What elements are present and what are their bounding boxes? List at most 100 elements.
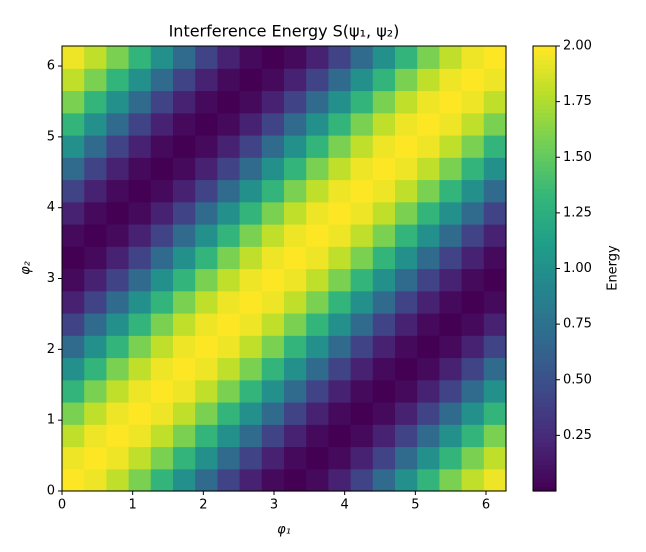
colorbar-segment bbox=[533, 99, 556, 105]
colorbar-tick-label: 0.50 bbox=[563, 372, 592, 387]
x-tick-label: 3 bbox=[270, 498, 278, 513]
heatmap-cell bbox=[106, 379, 130, 403]
heatmap-cell bbox=[261, 402, 285, 425]
heatmap-cell bbox=[150, 246, 174, 270]
heatmap-cell bbox=[350, 135, 374, 158]
colorbar-segment bbox=[533, 246, 556, 252]
heatmap-cell bbox=[350, 224, 374, 247]
heatmap-cell bbox=[417, 246, 440, 270]
heatmap-cell bbox=[62, 357, 85, 381]
heatmap-cell bbox=[239, 157, 263, 181]
heatmap-cell bbox=[128, 157, 152, 181]
colorbar-segment bbox=[533, 50, 556, 56]
heatmap-cell bbox=[372, 268, 396, 292]
y-tick-label: 3 bbox=[47, 271, 55, 286]
heatmap-cell bbox=[328, 313, 352, 336]
heatmap-cell bbox=[483, 224, 507, 247]
heatmap-cell bbox=[417, 268, 440, 292]
heatmap-cell bbox=[173, 179, 196, 203]
heatmap-cell bbox=[150, 290, 174, 314]
heatmap-cell bbox=[62, 402, 85, 425]
heatmap-cell bbox=[128, 246, 152, 270]
x-tick-label: 1 bbox=[129, 498, 137, 513]
heatmap-cell bbox=[395, 157, 418, 181]
heatmap-cell bbox=[306, 179, 329, 203]
heatmap-cell bbox=[128, 268, 152, 292]
heatmap-cell bbox=[195, 446, 218, 470]
heatmap-cell bbox=[84, 157, 107, 181]
heatmap-cell bbox=[395, 179, 418, 203]
colorbar-segment bbox=[533, 175, 556, 181]
heatmap-cell bbox=[173, 112, 196, 136]
heatmap-cell bbox=[195, 313, 218, 336]
heatmap-cell bbox=[84, 335, 107, 359]
heatmap-cell bbox=[128, 68, 152, 92]
heatmap-cell bbox=[128, 357, 152, 381]
heatmap-cell bbox=[483, 313, 507, 336]
heatmap-cell bbox=[150, 90, 174, 114]
colorbar-segment bbox=[533, 446, 556, 452]
heatmap-cell bbox=[439, 68, 463, 92]
colorbar-segment bbox=[533, 344, 556, 350]
y-tick-label: 6 bbox=[47, 59, 55, 74]
heatmap-cell bbox=[261, 112, 285, 136]
heatmap-cell bbox=[350, 290, 374, 314]
colorbar-segment bbox=[533, 103, 556, 109]
heatmap-cell bbox=[395, 90, 418, 114]
heatmap-cell bbox=[261, 446, 285, 470]
heatmap-cell bbox=[350, 90, 374, 114]
x-tick-label: 2 bbox=[199, 498, 207, 513]
heatmap-cell bbox=[439, 402, 463, 425]
y-tick-label: 0 bbox=[47, 484, 55, 499]
heatmap-cell bbox=[417, 179, 440, 203]
heatmap-cell bbox=[417, 157, 440, 181]
colorbar-segment bbox=[533, 166, 556, 172]
heatmap-cell bbox=[417, 135, 440, 158]
heatmap-cell bbox=[239, 135, 263, 158]
heatmap-cell bbox=[328, 446, 352, 470]
heatmap-cell bbox=[439, 379, 463, 403]
heatmap-cell bbox=[306, 90, 329, 114]
heatmap-cell bbox=[461, 335, 485, 359]
colorbar-segment bbox=[533, 424, 556, 430]
colorbar-segment bbox=[533, 228, 556, 234]
heatmap-cell bbox=[106, 468, 130, 492]
heatmap-cell bbox=[395, 246, 418, 270]
heatmap-cell bbox=[84, 313, 107, 336]
heatmap-cell bbox=[284, 335, 307, 359]
colorbar-segment bbox=[533, 353, 556, 359]
heatmap-cell bbox=[306, 46, 329, 69]
heatmap-cell bbox=[150, 402, 174, 425]
heatmap-cell bbox=[439, 268, 463, 292]
heatmap-cell bbox=[106, 68, 130, 92]
heatmap-cell bbox=[106, 313, 130, 336]
heatmap-cell bbox=[350, 424, 374, 448]
heatmap-cell bbox=[483, 379, 507, 403]
heatmap-cell bbox=[128, 179, 152, 203]
heatmap-cell bbox=[195, 157, 218, 181]
heatmap-cell bbox=[328, 112, 352, 136]
colorbar-segment bbox=[533, 121, 556, 127]
heatmap-cell bbox=[150, 313, 174, 336]
heatmap-cell bbox=[217, 268, 241, 292]
heatmap-cell bbox=[84, 424, 107, 448]
heatmap-cell bbox=[62, 468, 85, 492]
heatmap-cell bbox=[173, 68, 196, 92]
heatmap-cell bbox=[395, 335, 418, 359]
colorbar-segment bbox=[533, 135, 556, 141]
colorbar-segment bbox=[533, 268, 556, 274]
heatmap-cell bbox=[217, 379, 241, 403]
heatmap-cell bbox=[284, 379, 307, 403]
heatmap-cell bbox=[483, 424, 507, 448]
heatmap-cell bbox=[284, 402, 307, 425]
heatmap-cell bbox=[306, 290, 329, 314]
heatmap-cell bbox=[328, 157, 352, 181]
heatmap-cell bbox=[106, 90, 130, 114]
colorbar-segment bbox=[533, 255, 556, 261]
heatmap-cell bbox=[372, 201, 396, 225]
heatmap-cell bbox=[173, 402, 196, 425]
heatmap-cell bbox=[461, 135, 485, 158]
heatmap-cell bbox=[461, 424, 485, 448]
colorbar-segment bbox=[533, 393, 556, 399]
colorbar-segment bbox=[533, 348, 556, 354]
